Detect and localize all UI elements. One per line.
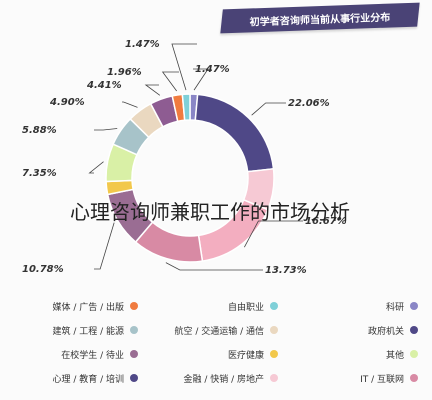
legend-item: 媒体 / 广告 / 出版: [8, 300, 138, 313]
slice-leader-line: [251, 102, 286, 116]
slice-leader-line: [122, 101, 138, 108]
legend-swatch: [270, 302, 278, 310]
legend-item: 在校学生 / 待业: [8, 348, 138, 361]
legend-item: 科研: [288, 300, 418, 313]
legend-item: 政府机关: [288, 324, 418, 337]
legend-swatch: [410, 374, 418, 382]
slice-value-label: 4.90%: [49, 97, 85, 108]
legend-item: 其他: [288, 348, 418, 361]
donut-slice: [181, 93, 191, 122]
legend-label: 金融 / 快销 / 房地产: [183, 374, 264, 385]
legend-label: 心理 / 教育 / 培训: [52, 374, 124, 385]
legend-label: 航空 / 交通运输 / 通信: [174, 326, 264, 337]
slice-leader-line: [165, 262, 263, 271]
legend-item: 自由职业: [148, 300, 278, 313]
slice-value-label: 4.41%: [86, 80, 122, 91]
legend-swatch: [130, 350, 138, 358]
chart-legend: 媒体 / 广告 / 出版 自由职业 科研建筑 / 工程 / 能源 航空 / 交通运输 …: [8, 300, 428, 395]
legend-label: 其他: [385, 350, 404, 361]
legend-swatch: [410, 302, 418, 310]
slice-value-label: 7.35%: [22, 168, 57, 179]
legend-swatch: [130, 302, 138, 310]
slice-leader-line: [171, 43, 197, 91]
slice-leader-line: [161, 71, 179, 92]
slice-value-label: 5.88%: [22, 125, 57, 136]
slice-leader-line: [94, 222, 115, 270]
legend-item: 心理 / 教育 / 培训: [8, 372, 138, 385]
legend-label: IT / 互联网: [360, 374, 404, 385]
chart-title: 初学者咨询师当前从事行业分布: [249, 12, 391, 28]
legend-label: 媒体 / 广告 / 出版: [52, 302, 124, 313]
slice-value-label: 1.47%: [125, 39, 160, 50]
donut-chart: 1.47% 22.06% 16.67% 13.73% 10.78% 7.35% 5.88% 4…: [22, 39, 347, 276]
legend-swatch: [270, 326, 278, 334]
legend-swatch: [270, 374, 278, 382]
legend-swatch: [410, 326, 418, 334]
legend-item: 金融 / 快销 / 房地产: [148, 372, 278, 385]
legend-item: 医疗健康: [148, 348, 278, 361]
slice-value-label: 10.78%: [22, 264, 64, 275]
slice-value-label: 22.06%: [288, 98, 330, 109]
legend-item: 航空 / 交通运输 / 通信: [148, 324, 278, 337]
legend-swatch: [410, 350, 418, 358]
legend-label: 建筑 / 工程 / 能源: [52, 326, 124, 337]
slice-leader-line: [244, 220, 303, 248]
slice-leader-line: [94, 128, 118, 131]
legend-label: 科研: [385, 302, 404, 313]
slice-leader-line: [88, 161, 104, 174]
legend-label: 在校学生 / 待业: [61, 350, 124, 361]
slice-value-label: 1.47%: [195, 64, 230, 75]
legend-swatch: [270, 350, 278, 358]
slice-value-label: 16.67%: [305, 216, 347, 227]
chart-area: 1.47% 22.06% 16.67% 13.73% 10.78% 7.35% 5.88% 4…: [22, 2, 420, 276]
legend-item: IT / 互联网: [288, 372, 418, 385]
legend-swatch: [130, 374, 138, 382]
legend-label: 医疗健康: [227, 350, 264, 361]
slice-leader-line: [144, 84, 161, 96]
legend-label: 政府机关: [367, 326, 404, 337]
slice-leader-line: [193, 68, 209, 91]
overlay-caption: 心理咨询师兼职工作的市场分析: [70, 200, 350, 224]
slice-value-label: 1.96%: [107, 67, 142, 78]
legend-item: 建筑 / 工程 / 能源: [8, 324, 138, 337]
legend-label: 自由职业: [227, 302, 264, 313]
legend-swatch: [130, 326, 138, 334]
slice-value-label: 13.73%: [265, 265, 307, 276]
